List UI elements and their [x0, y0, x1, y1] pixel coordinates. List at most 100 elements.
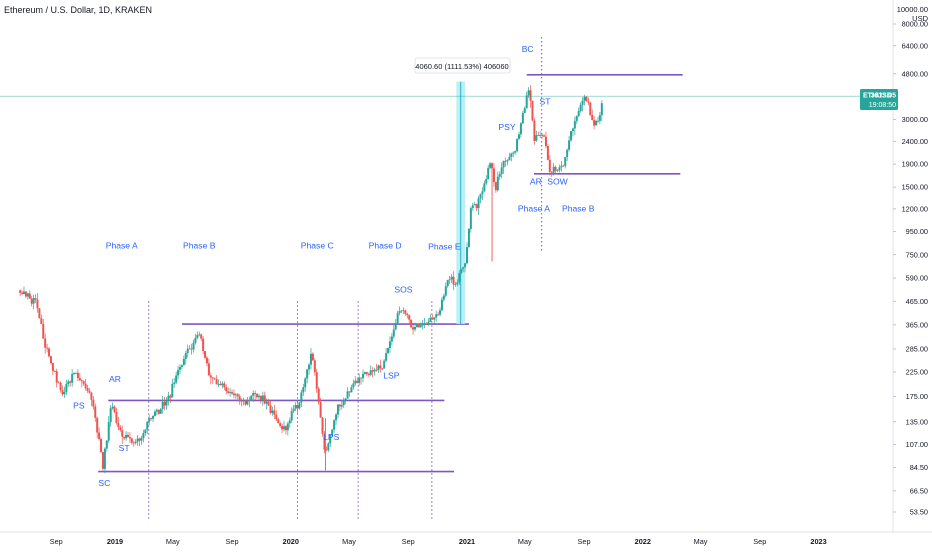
annotation-label[interactable]: Phase A — [518, 203, 550, 213]
candle-body — [44, 338, 47, 348]
candle — [412, 324, 415, 335]
candle-body — [321, 417, 324, 434]
time-axis[interactable]: Sep 2019 May Sep 2020 May Sep 2021 May Sep 2022 May… — [0, 531, 932, 546]
candle — [69, 380, 72, 387]
annotation-label[interactable]: SC — [98, 478, 110, 488]
candle — [575, 115, 578, 124]
annotation-label[interactable]: PSY — [498, 122, 515, 132]
candle — [462, 266, 465, 272]
candle-body — [121, 430, 124, 437]
wyckoff-annotations: Phase A Phase B Phase C Phase D Phase E PS AR S… — [73, 44, 595, 488]
candle — [82, 380, 85, 386]
candle — [371, 367, 374, 377]
candle-body — [450, 276, 453, 280]
currency-label: 10000.00 USD — [895, 5, 928, 23]
candle-body — [333, 420, 336, 430]
candle-body — [119, 427, 122, 431]
annotation-label[interactable]: Phase E — [428, 242, 461, 252]
annotation-label[interactable]: AR — [530, 177, 542, 187]
candle-body — [587, 101, 590, 103]
candle-body — [500, 167, 503, 175]
candle-body — [535, 135, 538, 141]
candle-body — [591, 115, 594, 120]
candle-body — [562, 165, 565, 167]
candle — [446, 279, 449, 288]
horizontal-levels — [98, 74, 683, 473]
candle-body — [146, 421, 149, 430]
annotation-label[interactable]: Phase B — [183, 240, 216, 250]
candle — [130, 437, 133, 445]
candle — [492, 162, 495, 187]
candle — [379, 359, 382, 373]
candle — [74, 372, 77, 375]
candle-body — [541, 135, 544, 136]
candle — [487, 164, 490, 180]
time-tick-label: May — [518, 537, 532, 546]
candle — [111, 402, 114, 410]
candle-body — [103, 448, 106, 469]
candle-body — [107, 422, 110, 441]
candle — [55, 368, 58, 388]
candle-body — [415, 323, 418, 328]
annotation-label[interactable]: Phase D — [369, 240, 402, 250]
candle-body — [38, 308, 41, 319]
candle — [219, 380, 222, 386]
annotation-label[interactable]: LSP — [383, 371, 400, 381]
annotation-label[interactable]: AR — [109, 374, 121, 384]
candle — [221, 381, 224, 389]
candle — [367, 372, 370, 377]
candle — [84, 378, 87, 391]
candle — [467, 227, 470, 248]
annotation-label[interactable]: Phase A — [106, 240, 138, 250]
candle-body — [315, 372, 318, 389]
candle — [498, 171, 501, 181]
candle — [188, 345, 191, 350]
price-axis[interactable]: 8000.00 6400.00 4800.00 3000.00 2400.00 1900.… — [892, 0, 928, 532]
candle — [144, 429, 147, 436]
candle — [256, 393, 259, 399]
candle-body — [132, 442, 135, 444]
annotation-label[interactable]: PS — [73, 400, 85, 410]
symbol-title[interactable]: Ethereum / U.S. Dollar, 1D, KRAKEN — [4, 5, 153, 15]
candle — [298, 401, 301, 410]
candle-body — [575, 116, 578, 122]
candle-body — [98, 432, 101, 439]
annotation-label[interactable]: LPS — [323, 432, 340, 442]
candle-body — [548, 159, 551, 172]
candle — [140, 435, 143, 445]
candle — [508, 152, 511, 161]
candle-body — [558, 167, 561, 171]
candle-body — [111, 406, 114, 409]
annotation-label[interactable]: BC — [522, 44, 534, 54]
candle — [119, 424, 122, 432]
candle — [338, 403, 341, 411]
price-tick-label: 465.00 — [906, 297, 928, 306]
candle-body — [86, 388, 89, 391]
candle — [107, 416, 110, 444]
candle — [281, 423, 284, 434]
candle-body — [413, 327, 416, 330]
candle-body — [24, 291, 27, 297]
annotation-label[interactable]: Phase B — [562, 203, 595, 213]
annotation-label[interactable]: SOS — [394, 284, 412, 294]
annotation-label[interactable]: Phase C — [301, 240, 334, 250]
annotation-label[interactable]: ST — [119, 443, 131, 453]
candle-body — [400, 310, 403, 312]
annotation-label[interactable]: SOW — [547, 177, 568, 187]
time-tick-label: 2022 — [635, 537, 651, 546]
candle-body — [531, 100, 534, 121]
candle — [259, 395, 262, 404]
annotation-label[interactable]: ST — [540, 97, 552, 107]
candle-body — [240, 400, 243, 402]
candle-body — [566, 149, 569, 157]
candle-body — [36, 299, 39, 309]
candle-body — [242, 400, 245, 402]
candle-body — [290, 411, 293, 421]
candle — [105, 439, 108, 452]
candle-body — [388, 341, 391, 349]
candle-body — [550, 171, 553, 173]
candle — [88, 387, 91, 394]
time-tick-label: 2019 — [107, 537, 123, 546]
